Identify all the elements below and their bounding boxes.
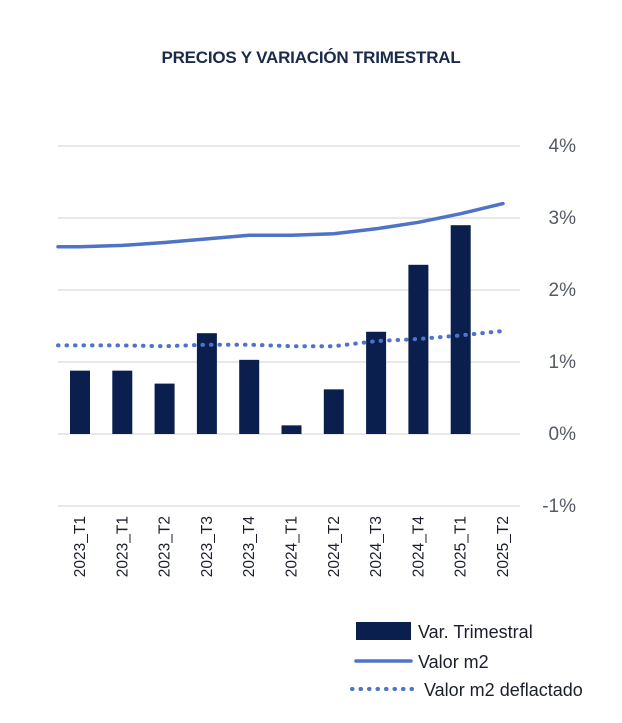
y-tick-label: 4% — [549, 136, 577, 157]
bar-var-trimestral — [196, 333, 217, 434]
bar-var-trimestral — [366, 331, 387, 434]
legend-label: Var. Trimestral — [418, 622, 533, 642]
y-tick-label: 1% — [549, 352, 577, 373]
x-category-label: 2024_T2 — [326, 516, 343, 577]
line-valor-m2 — [56, 201, 505, 249]
x-axis-categories: 2023_T1 2023_T1 2023_T2 2023_T3 2023_T4 2024_… — [72, 516, 512, 578]
x-category-label: 2024_T1 — [284, 516, 301, 577]
bar-var-trimestral — [281, 425, 302, 434]
chart-title: PRECIOS Y VARIACIÓN TRIMESTRAL — [161, 48, 461, 67]
y-tick-label: 0% — [549, 424, 577, 445]
bar-var-trimestral — [323, 389, 344, 434]
bar-var-trimestral — [112, 370, 133, 434]
line-valor-m2-deflactado — [56, 329, 505, 349]
x-category-label: 2023_T1 — [114, 516, 131, 577]
x-category-label: 2023_T3 — [199, 516, 216, 577]
x-category-label: 2023_T4 — [241, 516, 258, 578]
y-tick-label: -1% — [542, 496, 576, 517]
x-category-label: 2025_T1 — [453, 516, 470, 577]
x-category-label: 2024_T3 — [368, 516, 385, 577]
lines — [56, 201, 505, 349]
bars — [70, 225, 471, 434]
x-category-label: 2023_T2 — [157, 516, 174, 577]
bar-var-trimestral — [154, 383, 175, 434]
x-category-label: 2023_T1 — [72, 516, 89, 577]
y-tick-label: 3% — [549, 208, 577, 229]
bar-var-trimestral — [408, 264, 429, 434]
legend: Var. Trimestral Valor m2 Valor m2 deflacta… — [350, 622, 583, 700]
legend-label: Valor m2 — [418, 652, 489, 672]
bar-var-trimestral — [70, 370, 90, 434]
bar-var-trimestral — [239, 359, 260, 434]
bar-var-trimestral — [450, 225, 471, 434]
x-category-label: 2024_T4 — [410, 516, 427, 578]
y-tick-label: 2% — [549, 280, 577, 301]
y-axis-ticks: -1% 0% 1% 2% 3% 4% — [542, 136, 576, 517]
legend-symbol — [356, 622, 411, 640]
legend-label: Valor m2 deflactado — [424, 680, 583, 700]
x-category-label: 2025_T2 — [495, 516, 512, 577]
